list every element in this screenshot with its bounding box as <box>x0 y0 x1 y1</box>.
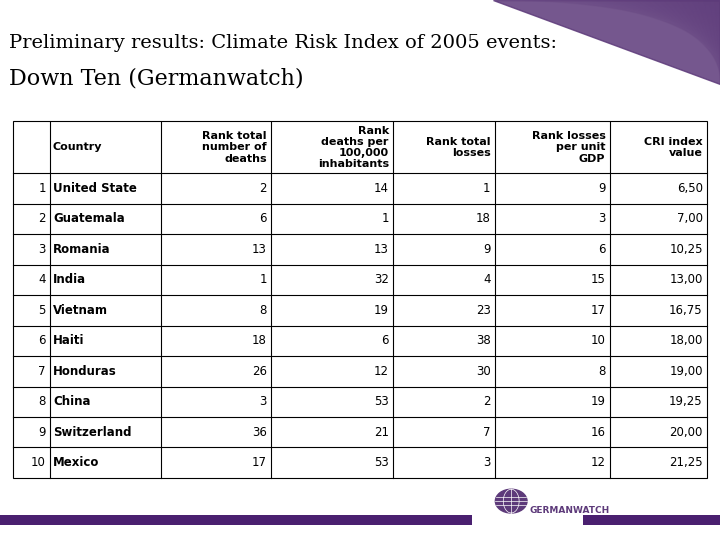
Bar <box>0 515 472 525</box>
Text: 7: 7 <box>483 426 490 438</box>
Text: 4: 4 <box>38 273 46 286</box>
Text: 3: 3 <box>598 212 606 226</box>
Text: 9: 9 <box>38 426 46 438</box>
Text: 1: 1 <box>259 273 267 286</box>
Text: Country: Country <box>53 143 102 152</box>
Text: 5: 5 <box>38 304 46 317</box>
Text: 16,75: 16,75 <box>669 304 703 317</box>
Text: 6: 6 <box>382 334 389 347</box>
Text: India: India <box>53 273 86 286</box>
Text: Guatemala: Guatemala <box>53 212 125 226</box>
Text: 2: 2 <box>259 182 267 195</box>
Text: 10: 10 <box>31 456 46 469</box>
Text: 21,25: 21,25 <box>669 456 703 469</box>
Bar <box>583 515 720 525</box>
Text: 16: 16 <box>590 426 606 438</box>
Text: 8: 8 <box>598 365 606 378</box>
Text: 32: 32 <box>374 273 389 286</box>
Text: GERMANWATCH: GERMANWATCH <box>529 506 609 515</box>
Text: Rank total
number of
deaths: Rank total number of deaths <box>202 131 267 164</box>
Text: 12: 12 <box>590 456 606 469</box>
Text: 38: 38 <box>476 334 490 347</box>
Text: Switzerland: Switzerland <box>53 426 132 438</box>
Text: 6: 6 <box>259 212 267 226</box>
Text: 3: 3 <box>259 395 267 408</box>
Text: Rank
deaths per
100,000
inhabitants: Rank deaths per 100,000 inhabitants <box>318 126 389 169</box>
Text: 18,00: 18,00 <box>670 334 703 347</box>
Text: 8: 8 <box>259 304 267 317</box>
Text: 19: 19 <box>374 304 389 317</box>
Text: Honduras: Honduras <box>53 365 117 378</box>
Text: 36: 36 <box>252 426 267 438</box>
Text: 21: 21 <box>374 426 389 438</box>
Text: Preliminary results: Climate Risk Index of 2005 events:: Preliminary results: Climate Risk Index … <box>9 34 557 52</box>
Text: 53: 53 <box>374 395 389 408</box>
Text: 18: 18 <box>476 212 490 226</box>
Text: 6: 6 <box>598 243 606 256</box>
Text: 14: 14 <box>374 182 389 195</box>
Text: 6,50: 6,50 <box>677 182 703 195</box>
Text: 17: 17 <box>252 456 267 469</box>
Text: 9: 9 <box>483 243 490 256</box>
Text: 13: 13 <box>252 243 267 256</box>
Text: United State: United State <box>53 182 137 195</box>
Text: Haiti: Haiti <box>53 334 84 347</box>
Text: 1: 1 <box>483 182 490 195</box>
Circle shape <box>495 489 527 513</box>
Text: 7: 7 <box>38 365 46 378</box>
Text: 1: 1 <box>38 182 46 195</box>
Text: 19,25: 19,25 <box>669 395 703 408</box>
Polygon shape <box>493 0 720 84</box>
Text: 4: 4 <box>483 273 490 286</box>
Text: Mexico: Mexico <box>53 456 99 469</box>
Text: 2: 2 <box>483 395 490 408</box>
Text: 3: 3 <box>483 456 490 469</box>
Text: 53: 53 <box>374 456 389 469</box>
Text: 13,00: 13,00 <box>670 273 703 286</box>
Bar <box>13 122 707 478</box>
Text: Vietnam: Vietnam <box>53 304 108 317</box>
Text: 15: 15 <box>590 273 606 286</box>
Text: 18: 18 <box>252 334 267 347</box>
Text: 12: 12 <box>374 365 389 378</box>
Text: 30: 30 <box>476 365 490 378</box>
Text: 19,00: 19,00 <box>669 365 703 378</box>
Text: 3: 3 <box>38 243 46 256</box>
Text: 10: 10 <box>590 334 606 347</box>
Text: 10,25: 10,25 <box>669 243 703 256</box>
Text: China: China <box>53 395 91 408</box>
Text: 7,00: 7,00 <box>677 212 703 226</box>
Text: Romania: Romania <box>53 243 111 256</box>
Text: Rank total
losses: Rank total losses <box>426 137 490 158</box>
Text: 1: 1 <box>382 212 389 226</box>
Text: Rank losses
per unit
GDP: Rank losses per unit GDP <box>531 131 606 164</box>
Text: 2: 2 <box>38 212 46 226</box>
Text: 20,00: 20,00 <box>670 426 703 438</box>
Text: CRI index
value: CRI index value <box>644 137 703 158</box>
Text: 6: 6 <box>38 334 46 347</box>
Text: 8: 8 <box>38 395 46 408</box>
Text: 19: 19 <box>590 395 606 408</box>
Text: 13: 13 <box>374 243 389 256</box>
Text: 26: 26 <box>252 365 267 378</box>
Text: 9: 9 <box>598 182 606 195</box>
Text: Down Ten (Germanwatch): Down Ten (Germanwatch) <box>9 68 303 89</box>
Text: 23: 23 <box>476 304 490 317</box>
Text: 17: 17 <box>590 304 606 317</box>
